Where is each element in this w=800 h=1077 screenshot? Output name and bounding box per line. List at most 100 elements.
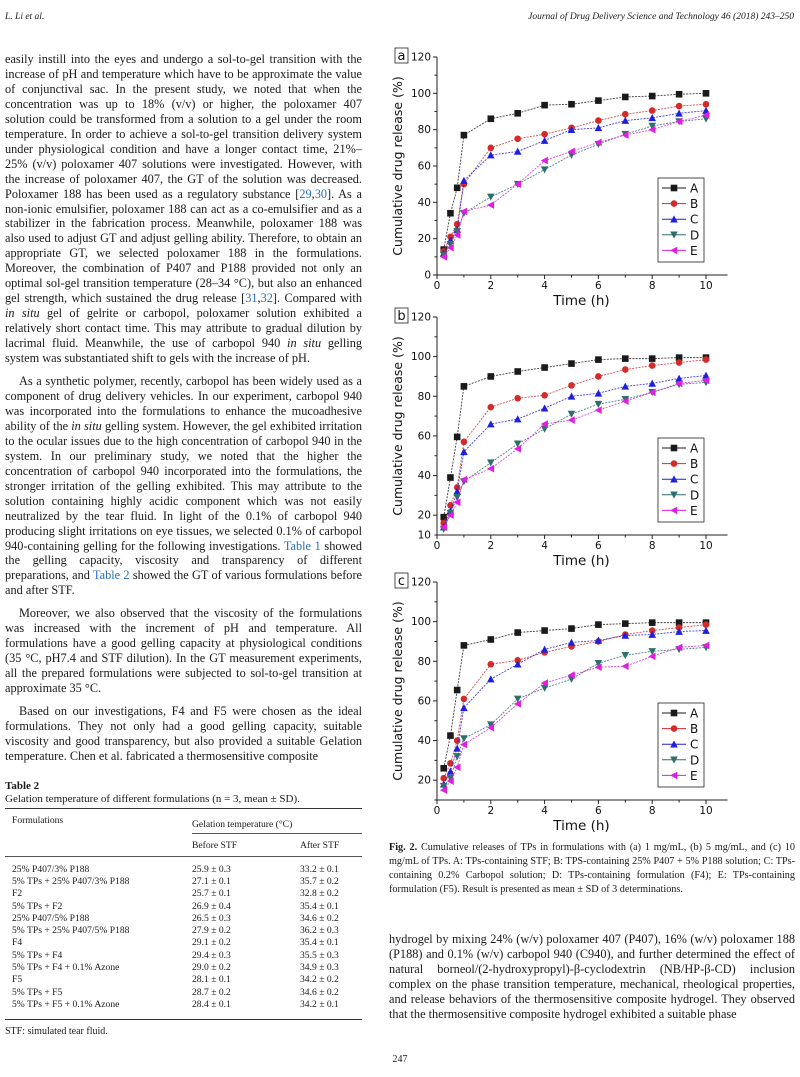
marker-square xyxy=(622,93,629,101)
marker-triangle-up xyxy=(540,136,549,144)
y-axis-title: Cumulative drug release (%) xyxy=(390,336,405,515)
marker-square xyxy=(595,97,602,104)
legend-label: C xyxy=(690,738,698,752)
marker-square xyxy=(514,368,521,375)
marker-triangle-up xyxy=(675,374,683,382)
legend-box xyxy=(657,437,705,523)
legend-box xyxy=(657,702,705,788)
marker-triangle-up xyxy=(621,116,630,124)
panel-label-box xyxy=(394,572,409,589)
marker-circle xyxy=(648,107,656,114)
chart-panel-c: c 0 2 4 6 8 10 20 40 60 80 100 120 Time (h) Cumulative… xyxy=(390,570,735,835)
marker-triangle-left xyxy=(453,763,461,772)
marker-triangle-down xyxy=(670,491,678,499)
y-tick-label: 20 xyxy=(418,775,431,787)
y-tick-label: 0 xyxy=(424,270,431,282)
table-row: 25% P407/5% P188 26.5 ± 0.3 34.6 ± 0.2 xyxy=(5,912,362,924)
reference-link[interactable]: 32 xyxy=(260,291,273,306)
left-column-body: easily instill into the eyes and undergo… xyxy=(5,52,362,772)
y-tick-label: 100 xyxy=(411,616,431,628)
marker-triangle-left xyxy=(648,125,656,134)
reference-link[interactable]: 30 xyxy=(314,186,327,201)
formulation-cell: F5 xyxy=(12,974,23,986)
header-formulations: Formulations xyxy=(12,815,64,826)
y-axis-title: Cumulative drug release (%) xyxy=(390,601,405,780)
after-stf-cell: 34.6 ± 0.2 xyxy=(300,986,339,998)
after-stf-cell: 34.2 ± 0.1 xyxy=(300,998,339,1010)
legend-entry: E xyxy=(662,504,698,518)
x-tick-label: 10 xyxy=(699,540,712,552)
marker-triangle-left xyxy=(439,786,448,794)
marker-circle xyxy=(541,130,548,138)
reference-link[interactable]: 29 xyxy=(299,186,312,201)
legend-entry: C xyxy=(662,738,698,752)
series-C xyxy=(439,626,710,788)
table-footnote: STF: simulated tear fluid. xyxy=(5,1025,108,1037)
formulation-cell: 5% TPs + F4 xyxy=(12,949,63,961)
marker-triangle-left xyxy=(439,523,448,531)
marker-triangle-left xyxy=(487,464,495,473)
marker-triangle-up xyxy=(621,631,630,639)
marker-triangle-left xyxy=(675,379,683,388)
marker-triangle-left xyxy=(513,444,521,453)
after-stf-cell: 35.7 ± 0.2 xyxy=(300,875,339,887)
x-tick-label: 8 xyxy=(649,280,656,292)
italic-text: in situ xyxy=(71,418,102,433)
reference-link[interactable]: Table 2 xyxy=(92,568,130,583)
marker-triangle-left xyxy=(540,156,548,165)
before-stf-cell: 27.1 ± 0.1 xyxy=(192,875,231,887)
marker-square xyxy=(460,642,468,649)
after-stf-cell: 34.9 ± 0.3 xyxy=(300,962,339,974)
legend-entry: D xyxy=(662,488,699,502)
running-header-journal: Journal of Drug Delivery Science and Tec… xyxy=(528,12,794,22)
marker-triangle-up xyxy=(594,124,603,132)
marker-square xyxy=(675,354,683,361)
marker-circle xyxy=(440,774,448,782)
marker-square xyxy=(670,709,678,717)
body-paragraph: As a synthetic polymer, recently, carbop… xyxy=(5,374,362,598)
figure-caption-text: Cumulative releases of TPs in formulatio… xyxy=(389,842,795,896)
marker-square xyxy=(670,184,678,192)
reference-link[interactable]: Table 1 xyxy=(283,538,321,553)
marker-triangle-left xyxy=(594,663,602,672)
legend-entry: D xyxy=(662,753,699,767)
marker-triangle-up xyxy=(675,627,683,635)
y-tick-label: 80 xyxy=(418,656,431,668)
text-run: Moreover, we also observed that the visc… xyxy=(5,606,362,696)
marker-triangle-left xyxy=(648,652,656,661)
marker-triangle-left xyxy=(702,641,710,650)
marker-triangle-up xyxy=(648,379,656,387)
marker-square xyxy=(487,636,495,643)
marker-circle xyxy=(675,102,683,110)
legend-label: B xyxy=(690,722,698,736)
marker-triangle-left xyxy=(670,246,678,255)
marker-triangle-up xyxy=(670,475,678,483)
marker-triangle-left xyxy=(460,207,468,216)
x-tick-label: 6 xyxy=(595,280,602,292)
reference-link[interactable]: 31 xyxy=(245,291,258,306)
y-axis-title: Cumulative drug release (%) xyxy=(390,76,405,255)
marker-triangle-down xyxy=(594,659,603,668)
formulation-cell: 5% TPs + 25% P407/5% P188 xyxy=(12,925,130,937)
marker-triangle-up xyxy=(594,636,603,644)
italic-text: in situ xyxy=(287,336,322,351)
figure-caption: Fig. 2. Cumulative releases of TPs in fo… xyxy=(389,841,795,897)
y-tick-label: 40 xyxy=(418,735,431,747)
y-tick-label: 20 xyxy=(418,510,431,522)
legend-entry: C xyxy=(662,473,698,487)
panel-label: c xyxy=(398,574,405,589)
x-tick-label: 4 xyxy=(541,280,548,292)
marker-triangle-left xyxy=(439,253,448,261)
y-tick-label: 10 xyxy=(418,530,431,542)
table-row: 5% TPs + F5 + 0.1% Azone 28.4 ± 0.1 34.2 ±… xyxy=(5,998,362,1010)
marker-triangle-left xyxy=(567,147,575,156)
legend-label: D xyxy=(690,228,699,242)
marker-triangle-down xyxy=(513,440,522,448)
y-tick-label: 100 xyxy=(411,88,431,100)
text-run: gel of gelrite or carbopol, poloxamer so… xyxy=(5,306,362,351)
marker-triangle-down xyxy=(446,240,455,248)
legend-entry: B xyxy=(662,457,698,471)
before-stf-cell: 27.9 ± 0.2 xyxy=(192,925,231,937)
series-E xyxy=(439,641,710,794)
marker-circle xyxy=(670,200,678,207)
